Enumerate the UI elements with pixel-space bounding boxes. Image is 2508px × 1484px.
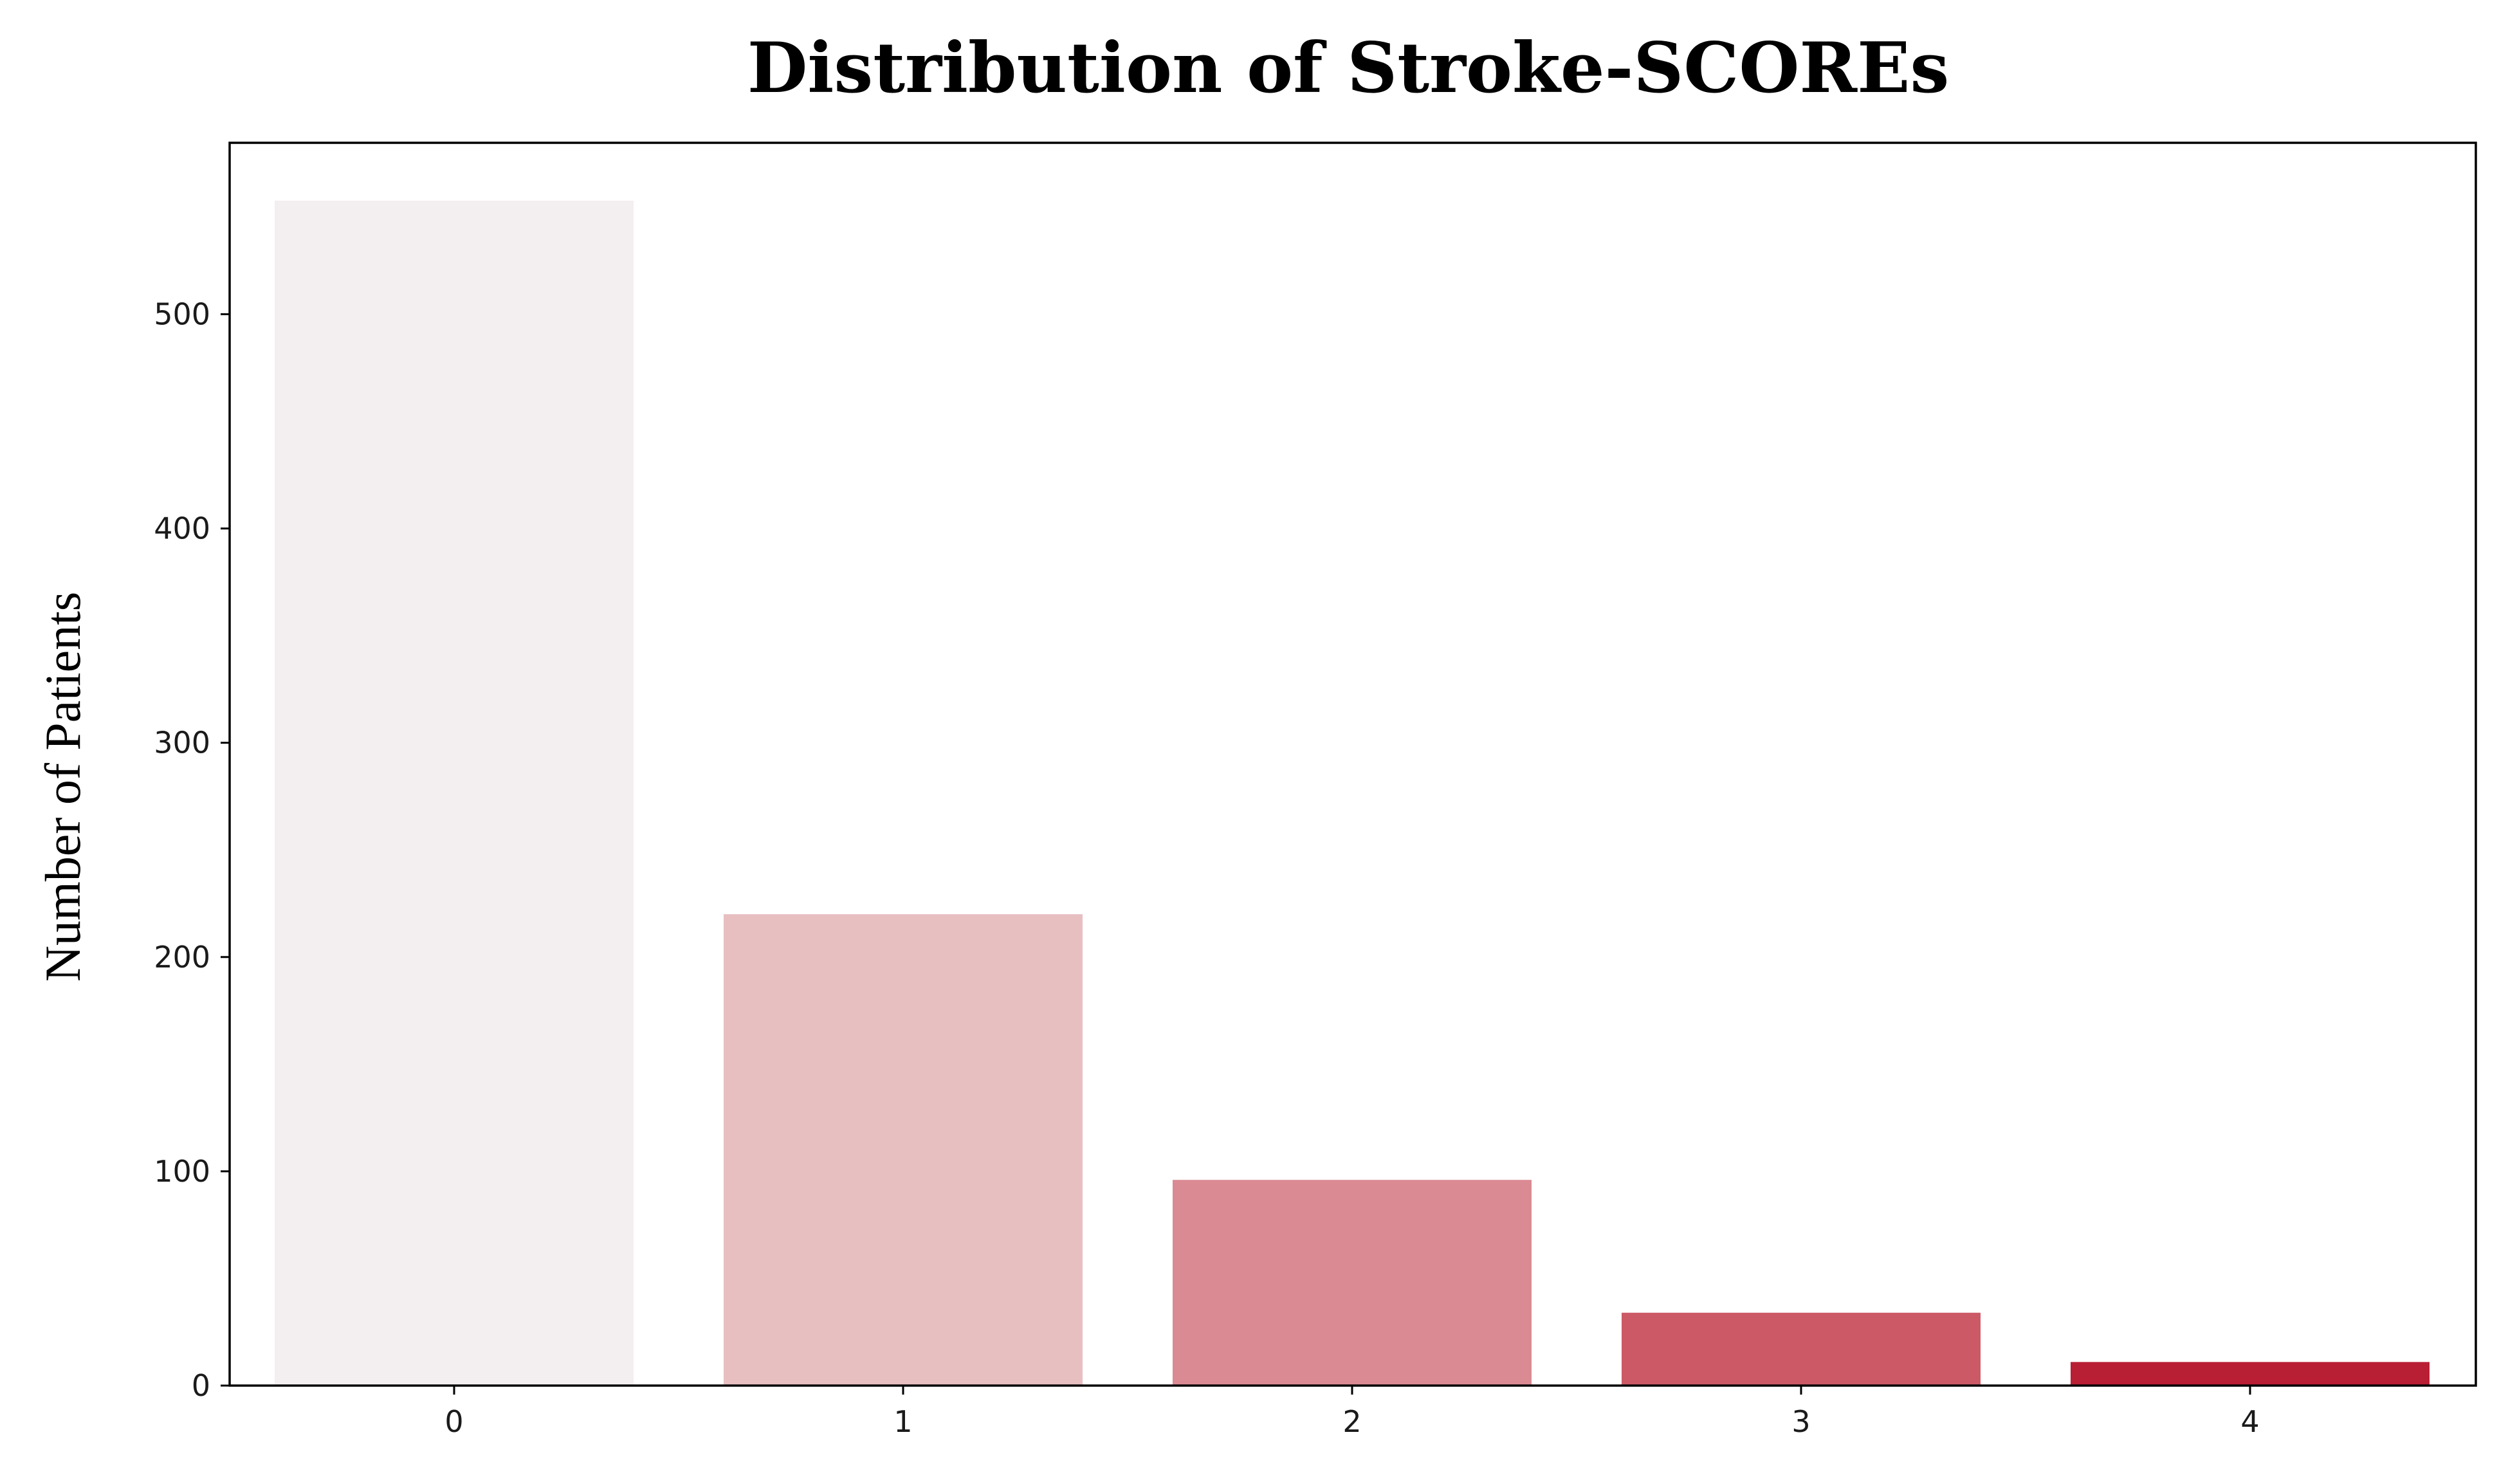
chart-title: Distribution of Stroke-SCOREs — [747, 28, 1950, 109]
y-tick-label: 0 — [192, 1368, 210, 1403]
x-tick-label: 4 — [2240, 1404, 2259, 1439]
y-tick-label: 400 — [154, 511, 210, 546]
bar-0 — [275, 200, 634, 1386]
x-tick-label: 1 — [893, 1404, 912, 1439]
y-axis-label: Number of Patients — [35, 592, 91, 982]
bar-4 — [2071, 1362, 2430, 1386]
x-tick-label: 3 — [1791, 1404, 1810, 1439]
bars-group — [275, 200, 2430, 1386]
bar-3 — [1622, 1312, 1981, 1386]
y-tick-label: 100 — [154, 1154, 210, 1189]
x-tick-label: 2 — [1342, 1404, 1361, 1439]
y-tick-label: 500 — [154, 297, 210, 331]
bar-2 — [1173, 1180, 1532, 1386]
x-tick-label: 0 — [444, 1404, 463, 1439]
y-tick-label: 200 — [154, 940, 210, 975]
x-axis-ticks: 0 1 2 3 4 — [444, 1386, 2260, 1439]
plot-frame — [228, 142, 2477, 1387]
y-axis-ticks: 0 100 200 300 400 500 — [154, 297, 230, 1403]
y-tick-label: 300 — [154, 726, 210, 760]
bar-1 — [724, 914, 1083, 1386]
